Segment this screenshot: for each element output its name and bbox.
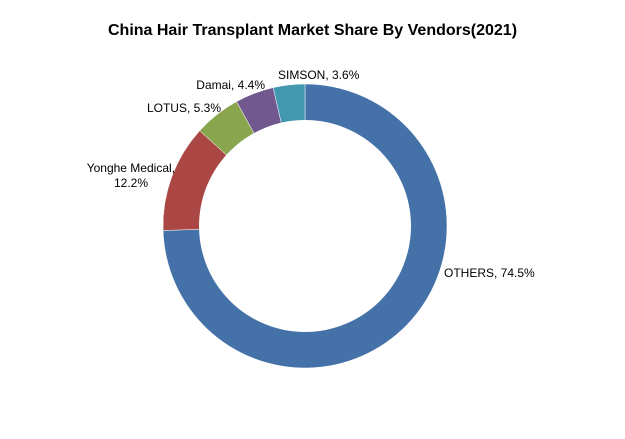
label-yonghe-medical-name: Yonghe Medical,: [87, 161, 175, 175]
chart-title: China Hair Transplant Market Share By Ve…: [107, 22, 518, 39]
label-damai: Damai, 4.4%: [196, 78, 265, 92]
label-simson: SIMSON, 3.6%: [278, 68, 360, 82]
label-lotus: LOTUS, 5.3%: [147, 101, 221, 115]
donut-hole: [199, 120, 411, 332]
label-others: OTHERS, 74.5%: [444, 266, 535, 280]
label-yonghe-medical-value: 12.2%: [114, 176, 148, 190]
